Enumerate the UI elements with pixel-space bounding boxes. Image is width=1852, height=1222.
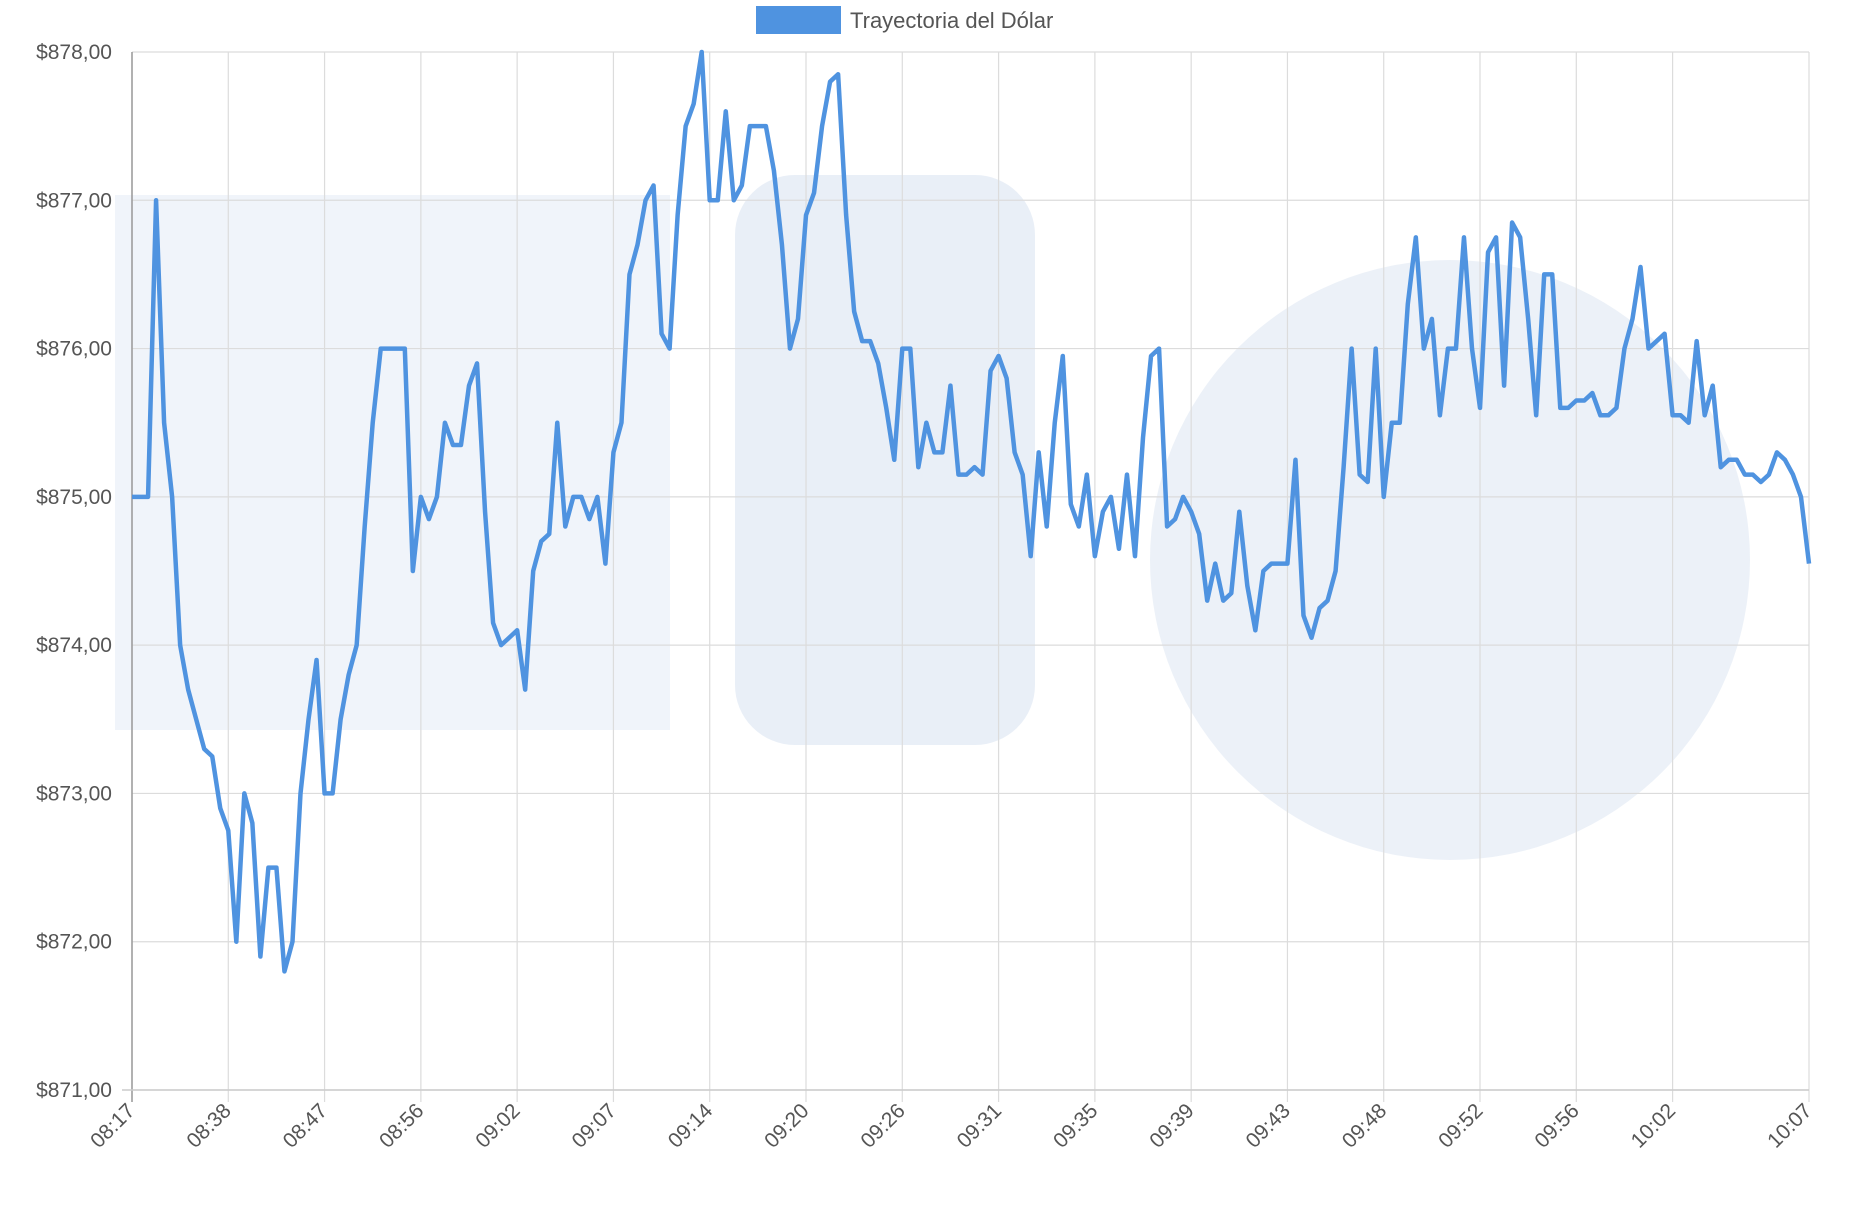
x-tick-label: 09:02 [471, 1099, 524, 1152]
x-tick-label: 09:20 [760, 1099, 813, 1152]
y-tick-label: $872,00 [36, 931, 112, 954]
x-tick-label: 09:35 [1049, 1099, 1102, 1152]
y-tick-label: $877,00 [36, 189, 112, 212]
x-tick-label: 10:02 [1627, 1099, 1680, 1152]
y-tick-label: $874,00 [36, 634, 112, 657]
y-tick-label: $873,00 [36, 782, 112, 805]
y-tick-label: $871,00 [36, 1079, 112, 1102]
y-tick-label: $875,00 [36, 486, 112, 509]
x-tick-label: 08:17 [86, 1099, 139, 1152]
x-tick-label: 10:07 [1763, 1099, 1816, 1152]
x-tick-label: 08:38 [182, 1099, 235, 1152]
watermark-b [735, 175, 1035, 745]
x-tick-label: 09:07 [568, 1099, 621, 1152]
x-tick-label: 08:56 [375, 1099, 428, 1152]
data-line [132, 49, 1812, 974]
watermark-logo [115, 195, 670, 730]
legend-swatch [756, 6, 841, 34]
x-tick-label: 08:47 [279, 1099, 332, 1152]
x-tick-label: 09:31 [953, 1099, 1006, 1152]
x-tick-label: 09:48 [1338, 1099, 1391, 1152]
x-tick-label: 09:39 [1145, 1099, 1198, 1152]
y-tick-label: $878,00 [36, 41, 112, 64]
x-tick-label: 09:56 [1530, 1099, 1583, 1152]
x-tick-label: 09:52 [1434, 1099, 1487, 1152]
y-tick-label: $876,00 [36, 338, 112, 361]
x-tick-label: 09:43 [1242, 1099, 1295, 1152]
legend-label: Trayectoria del Dólar [850, 8, 1053, 33]
x-tick-label: 09:26 [856, 1099, 909, 1152]
x-tick-label: 09:14 [664, 1099, 718, 1153]
watermark [115, 175, 1750, 860]
